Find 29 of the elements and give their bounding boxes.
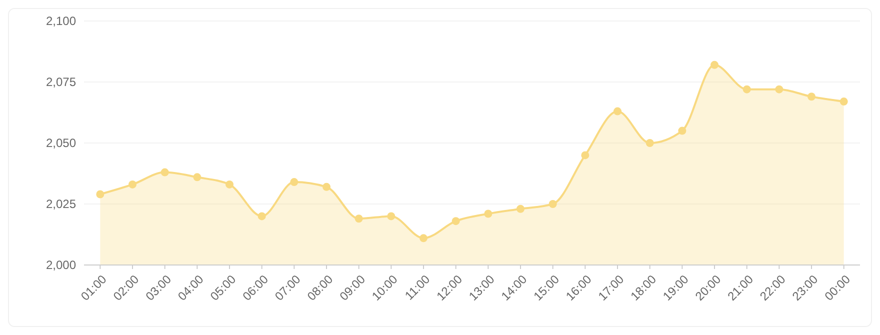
point: [646, 139, 654, 147]
point: [322, 182, 330, 191]
point: [678, 126, 686, 135]
point: [452, 217, 460, 226]
point: [193, 173, 202, 182]
point: [387, 212, 396, 220]
point: [516, 204, 524, 213]
y-tick-label: 2,025: [46, 197, 76, 212]
point: [160, 168, 169, 176]
y-tick-label: 2,075: [46, 75, 76, 90]
point: [354, 214, 363, 223]
point: [420, 234, 428, 242]
point: [226, 180, 234, 188]
point: [128, 180, 136, 188]
point: [840, 98, 848, 106]
point: [484, 210, 492, 218]
point: [614, 107, 622, 116]
y-tick-label: 2,000: [46, 258, 76, 272]
point: [775, 85, 784, 94]
point: [290, 178, 298, 186]
y-tick-label: 2,050: [46, 136, 76, 150]
y-tick-label: 2,100: [46, 14, 76, 28]
point: [710, 60, 718, 69]
point: [548, 200, 557, 208]
point: [96, 190, 104, 198]
point: [742, 85, 751, 94]
point: [581, 151, 590, 160]
point: [258, 212, 266, 220]
point: [808, 92, 816, 101]
